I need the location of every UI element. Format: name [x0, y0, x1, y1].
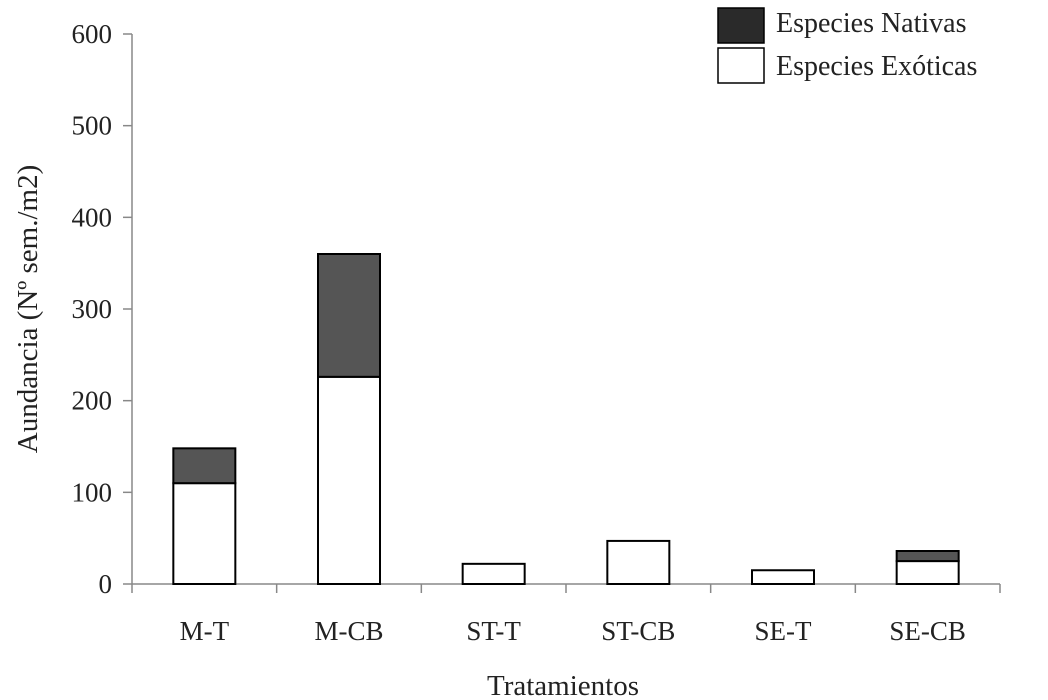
x-axis-title: Tratamientos	[487, 670, 639, 700]
x-tick-label: SE-CB	[889, 616, 966, 646]
bar-segment-exoticas	[172, 482, 237, 585]
x-tick-label: SE-T	[755, 616, 813, 646]
legend-label-nativas: Especies Nativas	[776, 8, 967, 39]
y-tick-label: 200	[72, 386, 113, 416]
bar-segment-exoticas	[461, 562, 526, 585]
bar-segment-nativas	[895, 550, 960, 563]
legend-swatch-exoticas	[717, 47, 765, 84]
y-tick-label: 400	[72, 202, 113, 232]
y-tick-label: 100	[72, 477, 113, 507]
bar-segment-exoticas	[317, 375, 381, 586]
y-tick-label: 300	[72, 294, 113, 324]
y-tick-label: 600	[72, 19, 113, 49]
bar-segment-exoticas	[606, 539, 671, 586]
plot-area: 0 100 200 300 400 500 600 M-T M-CB ST-T ST-CB SE-T S…	[72, 19, 1001, 646]
y-axis-title: Aundancia (Nº sem./m2)	[12, 165, 44, 453]
legend-label-exoticas: Especies Exóticas	[776, 51, 977, 82]
y-tick-label: 0	[99, 569, 113, 599]
x-tick-label: ST-T	[466, 616, 521, 646]
x-tick-label: M-CB	[314, 616, 383, 646]
bar-segment-nativas	[172, 447, 237, 485]
y-tick-label: 500	[72, 111, 113, 141]
bar-segment-exoticas	[895, 560, 960, 585]
legend-swatch-nativas	[717, 7, 765, 44]
legend: Especies Nativas Especies Exóticas	[717, 7, 977, 84]
x-tick-label: M-T	[180, 616, 230, 646]
bar-segment-nativas	[317, 253, 381, 378]
bar-segment-exoticas	[751, 569, 815, 585]
x-tick-label: ST-CB	[601, 616, 675, 646]
